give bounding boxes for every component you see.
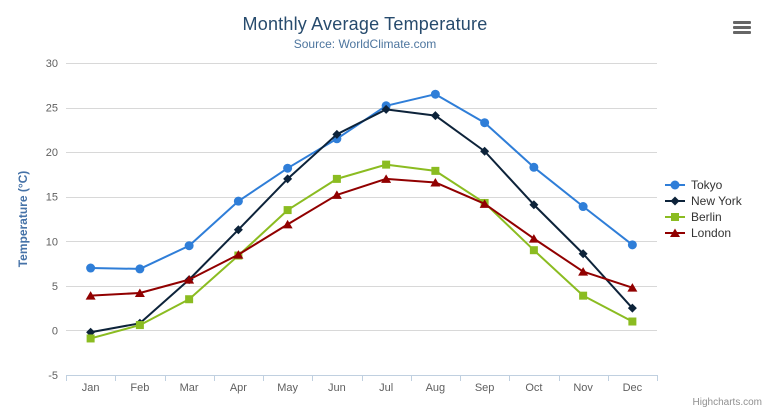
triangle-legend-icon xyxy=(665,228,685,238)
square-legend-icon xyxy=(665,213,685,221)
data-point-london[interactable] xyxy=(282,219,293,229)
data-point-berlin[interactable] xyxy=(382,160,391,169)
data-point-london[interactable] xyxy=(233,250,244,259)
legend-item-new-york[interactable]: New York xyxy=(664,193,742,209)
data-point-new-york[interactable] xyxy=(627,303,637,313)
data-point-london[interactable] xyxy=(381,174,392,183)
data-point-london[interactable] xyxy=(627,283,638,292)
data-point-new-york[interactable] xyxy=(578,249,588,259)
legend-label: London xyxy=(691,226,732,240)
y-axis-tick-label: 20 xyxy=(46,147,58,159)
data-point-london[interactable] xyxy=(184,275,195,284)
data-point-tokyo[interactable] xyxy=(135,264,145,274)
legend-label: Tokyo xyxy=(691,178,723,192)
data-point-tokyo[interactable] xyxy=(86,263,96,273)
y-axis-tick-label: 5 xyxy=(52,281,58,293)
y-gridlines xyxy=(66,63,657,376)
data-point-tokyo[interactable] xyxy=(578,202,588,212)
legend-label: Berlin xyxy=(691,210,722,224)
x-axis-tick-label: Nov xyxy=(573,382,593,394)
square-legend-marker[interactable] xyxy=(671,213,679,221)
data-point-london[interactable] xyxy=(479,199,490,208)
data-point-new-york[interactable] xyxy=(233,225,243,235)
hamburger-icon xyxy=(733,25,751,29)
chart-subtitle: Source: WorldClimate.com xyxy=(293,37,437,51)
export-menu-button[interactable] xyxy=(729,17,757,39)
chart-title: Monthly Average Temperature xyxy=(242,14,488,34)
data-point-new-york[interactable] xyxy=(529,200,539,210)
data-point-tokyo[interactable] xyxy=(627,240,637,250)
data-point-tokyo[interactable] xyxy=(233,196,243,206)
y-axis-tick-label: 25 xyxy=(46,103,58,115)
credits-link[interactable]: Highcharts.com xyxy=(692,397,762,408)
data-point-tokyo[interactable] xyxy=(184,241,194,251)
y-axis-tick-label: 15 xyxy=(46,192,58,204)
legend-label: New York xyxy=(691,194,742,208)
data-point-berlin[interactable] xyxy=(579,291,588,300)
diamond-legend-marker[interactable] xyxy=(670,196,680,206)
x-axis-tick-label: Apr xyxy=(230,382,247,394)
x-axis-tick-label: Sep xyxy=(475,382,495,394)
legend: Tokyo New York Berlin London xyxy=(664,177,742,241)
data-point-new-york[interactable] xyxy=(332,129,342,139)
legend-item-london[interactable]: London xyxy=(664,225,742,241)
data-point-london[interactable] xyxy=(85,291,96,300)
series-tokyo xyxy=(86,89,637,274)
hamburger-icon xyxy=(733,30,751,34)
data-point-berlin[interactable] xyxy=(332,174,341,183)
data-point-new-york[interactable] xyxy=(381,104,391,114)
data-point-berlin[interactable] xyxy=(283,206,292,215)
legend-item-berlin[interactable]: Berlin xyxy=(664,209,742,225)
series-line-berlin xyxy=(89,163,634,340)
data-point-london[interactable] xyxy=(134,288,145,297)
x-axis-tick-label: Jul xyxy=(379,382,393,394)
series-london xyxy=(85,174,638,300)
x-axis-tick-label: Feb xyxy=(130,382,149,394)
circle-legend-marker[interactable] xyxy=(670,180,680,190)
data-point-berlin[interactable] xyxy=(529,246,538,255)
series-line-new-york xyxy=(89,108,634,334)
data-point-new-york[interactable] xyxy=(430,111,440,121)
data-point-new-york[interactable] xyxy=(283,174,293,184)
data-point-london[interactable] xyxy=(430,177,441,187)
data-point-berlin[interactable] xyxy=(431,166,440,175)
y-axis-tick-label: 10 xyxy=(46,236,58,248)
circle-legend-icon xyxy=(665,180,685,190)
data-point-berlin[interactable] xyxy=(628,317,637,326)
hamburger-icon xyxy=(733,20,751,24)
y-axis-tick-label: 0 xyxy=(52,325,58,337)
series-line-london xyxy=(89,177,634,297)
data-point-tokyo[interactable] xyxy=(529,162,539,172)
x-axis-tick-label: Aug xyxy=(426,382,446,394)
diamond-legend-icon xyxy=(665,196,685,206)
legend-item-tokyo[interactable]: Tokyo xyxy=(664,177,742,193)
y-axis-tick-label: 30 xyxy=(46,58,58,70)
data-point-berlin[interactable] xyxy=(185,295,194,304)
series-new-york xyxy=(86,104,637,337)
data-point-berlin[interactable] xyxy=(86,334,95,343)
data-point-tokyo[interactable] xyxy=(480,118,490,128)
y-axis-title: Temperature (°C) xyxy=(16,170,30,268)
x-axis-tick-label: May xyxy=(277,382,298,394)
data-point-berlin[interactable] xyxy=(135,321,144,330)
series-line-tokyo xyxy=(89,93,634,270)
x-axis xyxy=(66,375,658,381)
data-point-london[interactable] xyxy=(578,267,589,276)
data-point-tokyo[interactable] xyxy=(430,89,440,99)
x-axis-tick-label: Dec xyxy=(623,382,643,394)
data-point-london[interactable] xyxy=(331,190,342,199)
data-point-tokyo[interactable] xyxy=(283,163,293,173)
x-axis-tick-label: Jan xyxy=(82,382,100,394)
x-axis-tick-label: Oct xyxy=(525,382,542,394)
x-axis-tick-label: Mar xyxy=(180,382,199,394)
x-axis-tick-label: Jun xyxy=(328,382,346,394)
data-point-new-york[interactable] xyxy=(480,146,490,156)
triangle-legend-marker[interactable] xyxy=(670,228,680,238)
data-point-london[interactable] xyxy=(528,234,539,243)
y-axis-tick-label: -5 xyxy=(48,370,58,382)
